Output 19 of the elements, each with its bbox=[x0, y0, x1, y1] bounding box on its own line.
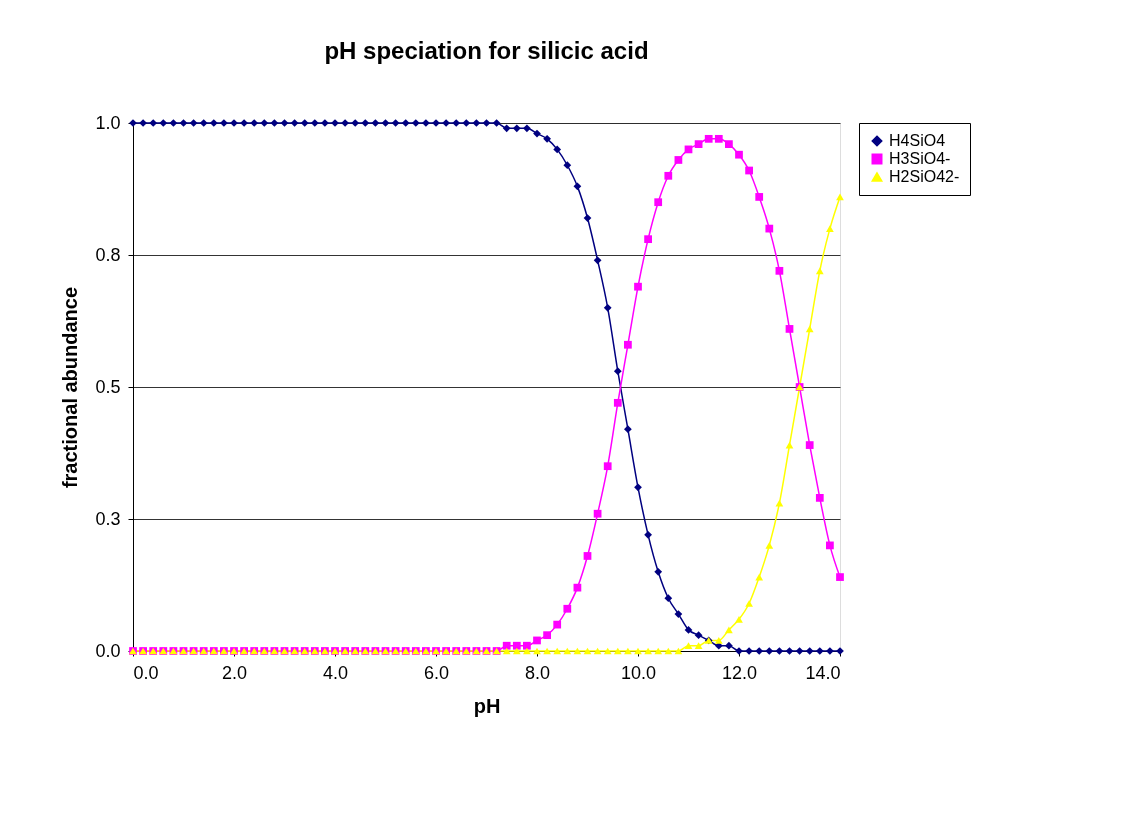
x-tick-label: 2.0 bbox=[221, 662, 248, 683]
y-tick-label: 0.0 bbox=[95, 640, 121, 661]
y-axis-title: fractional abundance bbox=[59, 286, 82, 489]
x-tick-label: 10.0 bbox=[620, 662, 657, 683]
y-tick-label: 0.5 bbox=[95, 376, 121, 397]
y-tick-label: 1.0 bbox=[95, 112, 121, 133]
x-tick-label: 6.0 bbox=[423, 662, 450, 683]
y-tick-label: 0.3 bbox=[95, 508, 121, 529]
legend-label: H2SiO42- bbox=[889, 168, 960, 185]
legend-label: H4SiO4 bbox=[889, 132, 946, 149]
x-tick-label: 4.0 bbox=[322, 662, 349, 683]
x-tick-label: 0.0 bbox=[133, 662, 159, 683]
y-tick-label: 0.8 bbox=[95, 244, 121, 265]
x-tick-label: 8.0 bbox=[524, 662, 551, 683]
chart-title: pH speciation for silicic acid bbox=[324, 37, 649, 64]
x-tick-label: 12.0 bbox=[721, 662, 758, 683]
legend-label: H3SiO4- bbox=[889, 150, 951, 167]
x-axis-title: pH bbox=[473, 694, 501, 717]
x-tick-label: 14.0 bbox=[805, 662, 841, 683]
